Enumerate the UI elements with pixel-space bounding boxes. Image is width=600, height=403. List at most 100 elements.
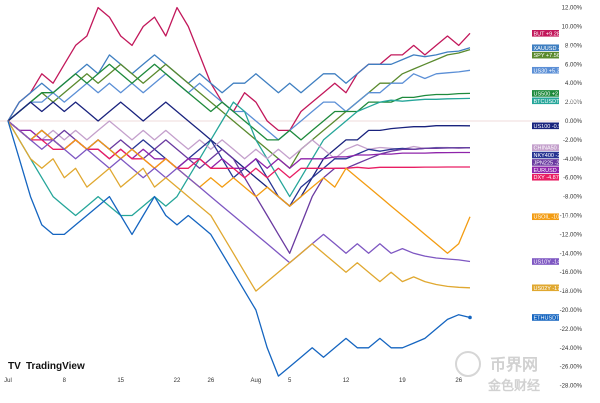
legend-tag-label: JPN225 -2.85%: [534, 160, 573, 166]
legend-tag-bg: [532, 30, 559, 37]
x-tick-label: 26: [455, 378, 462, 384]
series-line-ethusdt[interactable]: [7, 120, 471, 377]
y-tick-label: 8.00%: [565, 43, 583, 49]
legend-tag-bg: [532, 51, 559, 59]
x-tick-label: 19: [399, 378, 406, 384]
series-line-but[interactable]: [7, 6, 471, 132]
tradingview-logo[interactable]: TV TradingView: [8, 361, 85, 372]
legend-tag-label: BUT +9.28%: [534, 31, 565, 37]
tradingview-logo-text: TradingView: [26, 361, 85, 372]
y-axis: 12.00% 10.00% 8.00% 6.00% 4.00% 2.00% 0.00% -2.…: [560, 6, 583, 390]
y-tick-label: -18.00%: [560, 289, 583, 295]
series-line-usoil[interactable]: [7, 120, 471, 254]
series-line-btcusdt[interactable]: [7, 97, 471, 217]
legend-tag-bg: [532, 166, 559, 174]
legend-tag-label: CHINA50 -2.82%: [534, 146, 576, 152]
y-tick-label: -8.00%: [563, 195, 583, 201]
legend-tag-spy[interactable]: SPY +7.56%: [532, 51, 565, 59]
legend-tag-label: EURUSD -3.33%: [534, 168, 576, 174]
y-tick-label: -6.00%: [563, 176, 583, 182]
legend-tag-label: BTCUSDT +2.39%: [534, 99, 580, 105]
series-lines: [7, 6, 472, 377]
series-line-us100[interactable]: [7, 101, 471, 207]
legend-tag-bg: [532, 90, 559, 97]
watermark-text-1: 币界网: [490, 356, 538, 374]
legend-tag-usoil[interactable]: USOIL -10.13%: [532, 213, 572, 221]
series-line-spy[interactable]: [7, 48, 471, 169]
legend-tag-label: US30 +5.37%: [534, 68, 568, 74]
y-tick-label: 2.00%: [565, 100, 583, 106]
legend-tag-bg: [532, 44, 559, 52]
legend-tag-ethusdt[interactable]: ETHUSDT -20.79%: [532, 314, 581, 321]
series-line-us500[interactable]: [7, 63, 471, 141]
legend-tag-bg: [532, 66, 559, 74]
legend-tag-us02y[interactable]: US02Y -17.65%: [532, 284, 573, 292]
legend-tag-bg: [532, 314, 559, 321]
x-tick-label: 22: [174, 378, 181, 384]
y-tick-label: -16.00%: [560, 270, 583, 276]
legend-tag-bg: [532, 159, 559, 166]
legend-tag-bg: [532, 122, 559, 130]
x-axis: Jul 8 15 22 26 Aug 5 12 19 26: [4, 378, 463, 384]
legend-tag-label: US100 -0.51%: [534, 124, 570, 130]
y-tick-label: 4.00%: [565, 81, 583, 87]
legend-tag-bg: [532, 258, 559, 265]
y-tick-label: 12.00%: [562, 6, 583, 12]
series-line-us10y[interactable]: [7, 120, 471, 264]
legend-tag-us10y[interactable]: US10Y -14.87%: [532, 258, 573, 266]
y-tick-label: -20.00%: [560, 308, 583, 314]
x-tick-label: 5: [288, 378, 292, 384]
legend-tag-bg: [532, 213, 559, 221]
legend-tag-label: NKY400 -2.84%: [534, 153, 574, 159]
legend-tag-btcusdt[interactable]: BTCUSDT +2.39%: [532, 97, 580, 105]
legend-tag-nky400[interactable]: NKY400 -2.84%: [532, 151, 574, 159]
legend-tag-label: ETHUSDT -20.79%: [534, 315, 582, 321]
y-tick-label: -14.00%: [560, 251, 583, 257]
series-line-us30[interactable]: [7, 69, 471, 141]
legend-tag-label: DXY -4.87%: [534, 175, 564, 181]
legend-tag-eurusd[interactable]: EURUSD -3.33%: [532, 166, 576, 174]
y-tick-label: -2.00%: [563, 138, 583, 144]
legend-tag-bg: [532, 151, 559, 159]
series-line-xauusd[interactable]: [7, 47, 471, 122]
legend-tag-label: US500 +2.92%: [534, 91, 571, 97]
legend-tag-china50[interactable]: CHINA50 -2.82%: [532, 144, 576, 152]
x-tick-label: 8: [63, 378, 67, 384]
x-tick-label: 26: [207, 378, 214, 384]
y-tick-label: -28.00%: [560, 384, 583, 390]
legend-tag-dxy[interactable]: DXY -4.87%: [532, 173, 564, 181]
y-tick-label: -4.00%: [563, 157, 583, 163]
legend-tag-xauusd[interactable]: XAUUSD +7.75%: [532, 44, 577, 52]
watermark: 币界网 金色财经: [455, 351, 540, 393]
legend-tag-bg: [532, 97, 559, 105]
legend-tag-bg: [532, 144, 559, 151]
x-tick-label: 15: [117, 378, 124, 384]
watermark-coin-icon: [455, 351, 481, 377]
y-tick-label: -10.00%: [560, 214, 583, 220]
legend-tag-bg: [532, 284, 559, 292]
legend-tag-but[interactable]: BUT +9.28%: [532, 30, 565, 37]
legend-tag-label: US10Y -14.87%: [534, 260, 573, 266]
x-tick-label: Jul: [4, 378, 12, 384]
y-tick-label: -22.00%: [560, 327, 583, 333]
legend-tag-us500[interactable]: US500 +2.92%: [532, 90, 571, 97]
legend-tag-label: XAUUSD +7.75%: [534, 46, 577, 52]
y-tick-label: 6.00%: [565, 62, 583, 68]
legend-tag-jpn225[interactable]: JPN225 -2.85%: [532, 159, 572, 166]
series-line-us02y[interactable]: [7, 120, 471, 292]
y-tick-label: -12.00%: [560, 232, 583, 238]
x-tick-label: Aug: [251, 378, 262, 384]
watermark-text-2: 金色财经: [487, 378, 540, 393]
legend-tag-bg: [532, 173, 559, 181]
y-tick-label: 10.00%: [562, 25, 583, 31]
legend-tag-us30[interactable]: US30 +5.37%: [532, 66, 568, 74]
legend-tag-label: USOIL -10.13%: [534, 215, 572, 221]
legend-tag-label: SPY +7.56%: [534, 53, 565, 59]
series-endpoint-ethusdt: [468, 315, 472, 320]
legend-tag-us100[interactable]: US100 -0.51%: [532, 122, 570, 130]
tradingview-logo-icon: TV: [8, 361, 21, 372]
y-tick-label: -26.00%: [560, 365, 583, 371]
x-tick-label: 12: [343, 378, 350, 384]
legend-tags: BUT +9.28% XAUUSD +7.75%SPY +7.56% US30 +5…: [532, 30, 581, 321]
